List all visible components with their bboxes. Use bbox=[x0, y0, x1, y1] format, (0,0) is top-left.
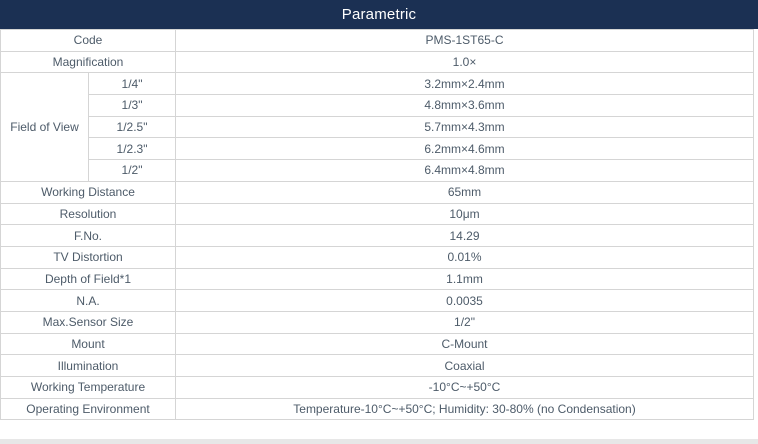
row-value-cell: Coaxial bbox=[175, 354, 754, 377]
page-background bbox=[0, 420, 758, 439]
row-label-cell: TV Distortion bbox=[0, 245, 176, 269]
table-row: Working Temperature -10°C~+50°C bbox=[0, 376, 754, 399]
row-label-cell: F.No. bbox=[0, 224, 176, 247]
fov-sensor-cell: 1/3" bbox=[88, 94, 176, 117]
row-label-cell: Operating Environment bbox=[0, 397, 176, 421]
row-value-cell: 6.4mm×4.8mm bbox=[175, 159, 754, 182]
table-row: 1/2.5" 5.7mm×4.3mm bbox=[1, 115, 754, 139]
table-row: TV Distortion 0.01% bbox=[0, 245, 754, 269]
fov-sensor-cell: 1/2.3" bbox=[88, 137, 176, 161]
table-title: Parametric bbox=[0, 0, 758, 29]
row-value-cell: 4.8mm×3.6mm bbox=[175, 94, 754, 117]
table-row: Magnification 1.0× bbox=[0, 50, 754, 74]
row-value-cell: 65mm bbox=[175, 180, 754, 204]
table-row: Code PMS-1ST65-C bbox=[0, 29, 754, 52]
row-value-cell: 6.2mm×4.6mm bbox=[175, 137, 754, 161]
table-row: Max.Sensor Size 1/2" bbox=[0, 310, 754, 334]
fov-sensor-cell: 1/2.5" bbox=[88, 115, 176, 139]
row-value-cell: C-Mount bbox=[175, 332, 754, 356]
row-value-cell: PMS-1ST65-C bbox=[175, 29, 754, 52]
fov-label-cell: Field of View bbox=[0, 72, 89, 182]
fov-sensor-cell: 1/4" bbox=[88, 72, 176, 96]
row-label-cell: Working Distance bbox=[0, 180, 176, 204]
row-value-cell: 14.29 bbox=[175, 224, 754, 247]
parametric-table: Code PMS-1ST65-C Magnification 1.0× Fiel… bbox=[0, 29, 754, 421]
table-row: F.No. 14.29 bbox=[0, 224, 754, 247]
row-label-cell: Magnification bbox=[0, 50, 176, 74]
row-value-cell: 0.01% bbox=[175, 245, 754, 269]
table-row: Resolution 10μm bbox=[0, 202, 754, 226]
row-label-cell: Max.Sensor Size bbox=[0, 310, 176, 334]
row-value-cell: 1.1mm bbox=[175, 267, 754, 291]
table-row: 1/2" 6.4mm×4.8mm bbox=[1, 159, 754, 182]
table-row: Operating Environment Temperature-10°C~+… bbox=[0, 397, 754, 421]
row-value-cell: 1/2" bbox=[175, 310, 754, 334]
row-value-cell: Temperature-10°C~+50°C; Humidity: 30-80%… bbox=[175, 397, 754, 421]
row-value-cell: 5.7mm×4.3mm bbox=[175, 115, 754, 139]
fov-sensor-cell: 1/2" bbox=[88, 159, 176, 182]
row-value-cell: -10°C~+50°C bbox=[175, 376, 754, 399]
table-row: N.A. 0.0035 bbox=[0, 289, 754, 312]
table-row: Illumination Coaxial bbox=[0, 354, 754, 377]
row-label-cell: Depth of Field*1 bbox=[0, 267, 176, 291]
row-value-cell: 3.2mm×2.4mm bbox=[175, 72, 754, 96]
bottom-strip bbox=[0, 439, 758, 444]
row-label-cell: Resolution bbox=[0, 202, 176, 226]
table-row: Depth of Field*1 1.1mm bbox=[0, 267, 754, 291]
table-row: 1/2.3" 6.2mm×4.6mm bbox=[1, 137, 754, 161]
table-row: Mount C-Mount bbox=[0, 332, 754, 356]
row-label-cell: Working Temperature bbox=[0, 376, 176, 399]
row-label-cell: Code bbox=[0, 29, 176, 52]
row-value-cell: 10μm bbox=[175, 202, 754, 226]
row-label-cell: Mount bbox=[0, 332, 176, 356]
row-label-cell: Illumination bbox=[0, 354, 176, 377]
row-value-cell: 0.0035 bbox=[175, 289, 754, 312]
table-row: Working Distance 65mm bbox=[0, 180, 754, 204]
row-value-cell: 1.0× bbox=[175, 50, 754, 74]
table-row: 1/3" 4.8mm×3.6mm bbox=[1, 94, 754, 117]
row-label-cell: N.A. bbox=[0, 289, 176, 312]
table-row: Field of View 1/4" 3.2mm×2.4mm bbox=[0, 72, 754, 182]
